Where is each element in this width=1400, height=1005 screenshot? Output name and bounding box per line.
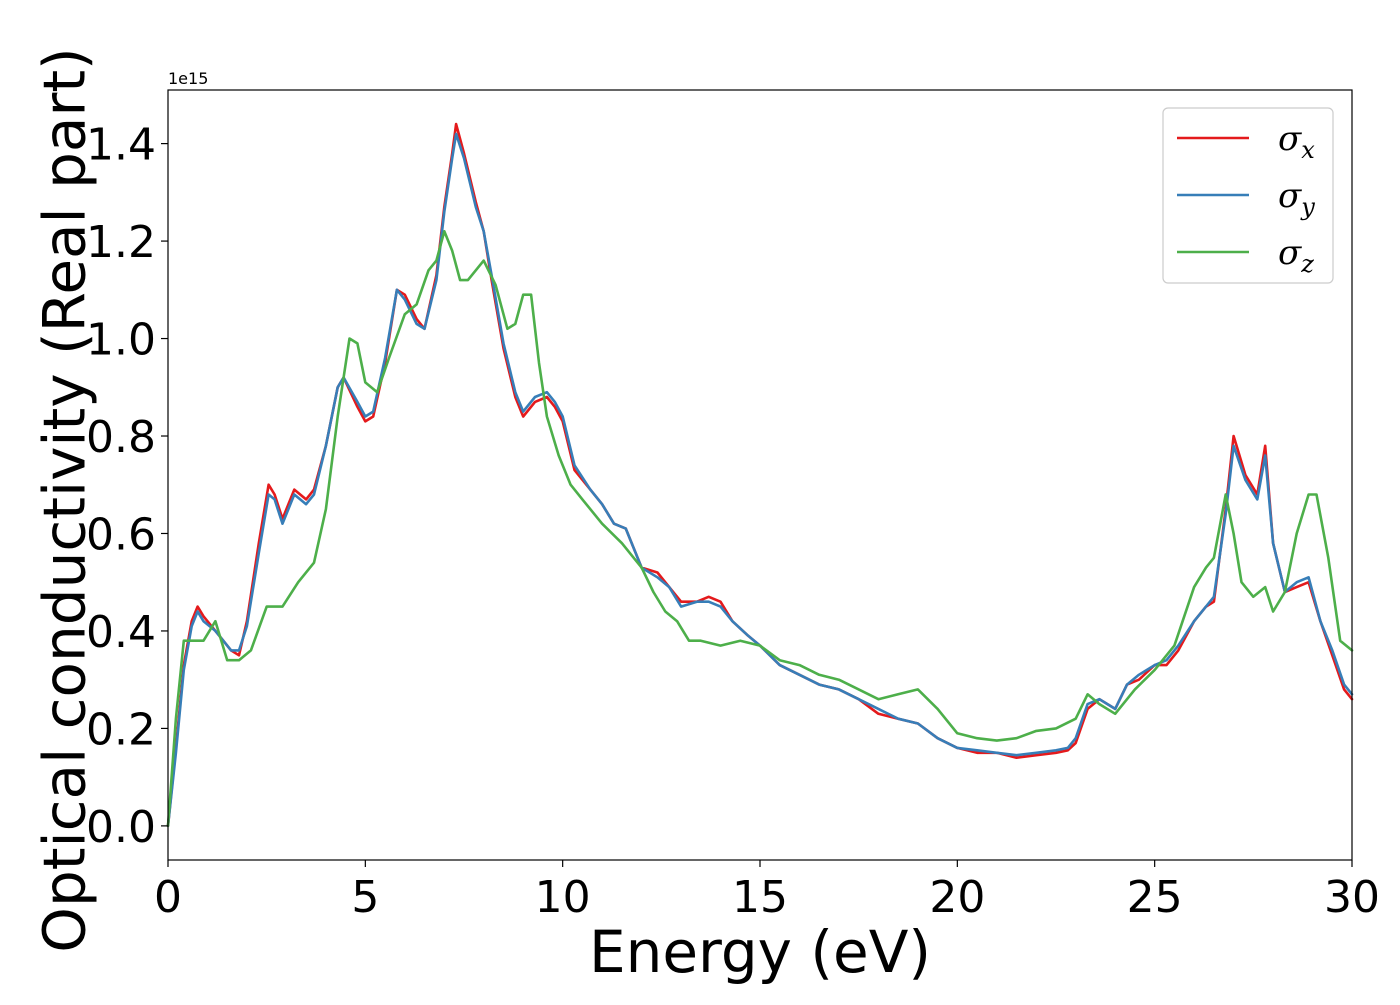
x-tick-label: 20 bbox=[929, 872, 985, 923]
x-tick-label: 10 bbox=[535, 872, 591, 923]
legend-label-x: σx bbox=[1278, 119, 1315, 164]
x-tick-label: 25 bbox=[1127, 872, 1183, 923]
legend: σx σy σz bbox=[1162, 107, 1334, 284]
y-axis-ticks: 0.0 0.2 0.4 0.6 0.8 1.0 1.2 1.4 bbox=[86, 120, 168, 853]
legend-label-y: σy bbox=[1278, 176, 1315, 221]
y-tick-label: 1.0 bbox=[86, 315, 156, 366]
y-axis-offset-text: 1e15 bbox=[168, 69, 208, 88]
y-tick-label: 0.6 bbox=[86, 509, 156, 560]
x-tick-label: 15 bbox=[732, 872, 788, 923]
y-tick-label: 0.8 bbox=[86, 412, 156, 463]
y-tick-label: 1.2 bbox=[86, 217, 156, 268]
y-tick-label: 1.4 bbox=[86, 120, 156, 171]
series-layer bbox=[166, 122, 1354, 828]
series-line-y bbox=[166, 132, 1354, 828]
x-axis-ticks: 0 5 10 15 20 25 30 bbox=[154, 860, 1380, 923]
y-tick-label: 0.2 bbox=[86, 704, 156, 755]
y-axis-label: Optical conductivity (Real part) bbox=[30, 47, 98, 952]
legend-label-z: σz bbox=[1278, 233, 1314, 278]
x-tick-label: 30 bbox=[1324, 872, 1380, 923]
x-tick-label: 0 bbox=[154, 872, 182, 923]
series-line-z bbox=[166, 230, 1354, 828]
x-axis-label: Energy (eV) bbox=[589, 918, 931, 986]
y-tick-label: 0.4 bbox=[86, 607, 156, 658]
y-tick-label: 0.0 bbox=[86, 802, 156, 853]
x-tick-label: 5 bbox=[351, 872, 379, 923]
